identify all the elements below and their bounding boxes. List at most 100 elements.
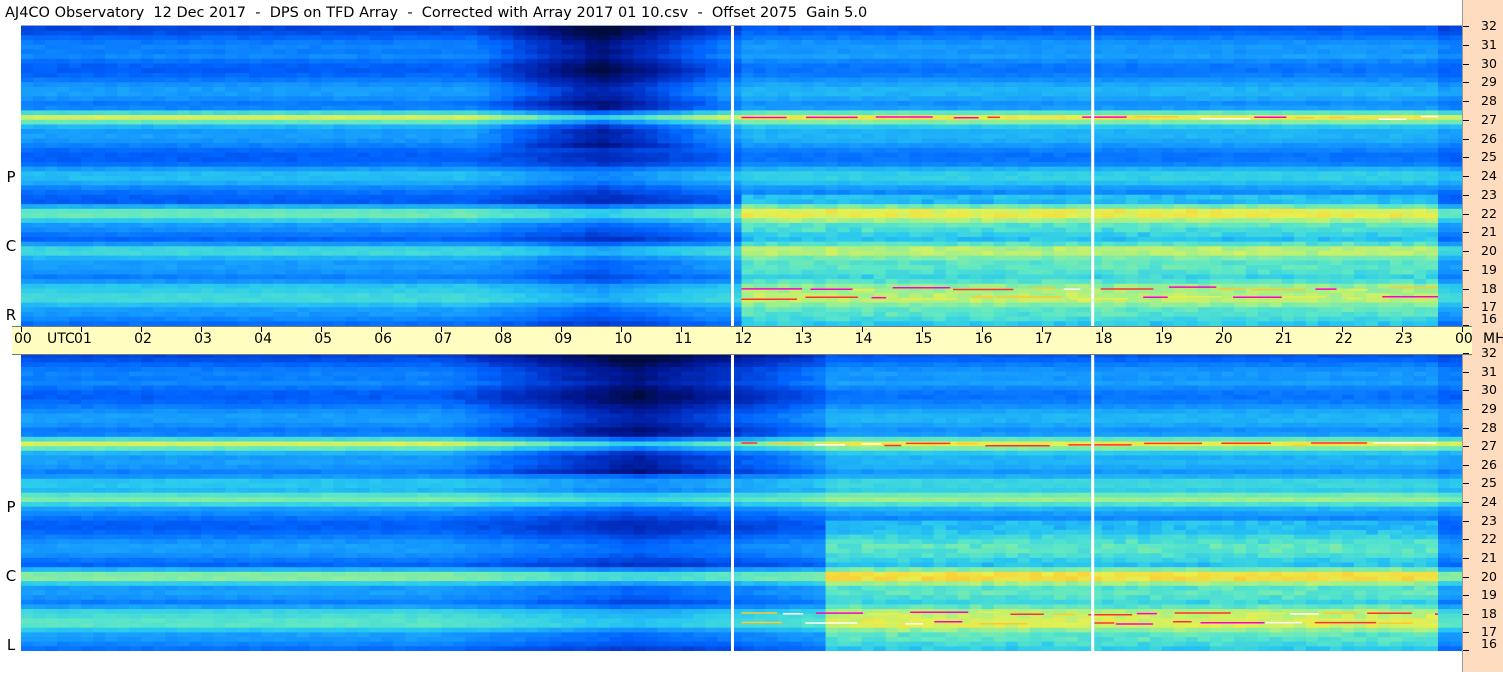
spectrogram-cell	[957, 180, 971, 186]
spectrogram-cell	[33, 208, 46, 215]
spectrogram-cell	[549, 86, 562, 93]
spectrogram-cell	[1329, 129, 1343, 135]
spectrogram-cell	[717, 35, 731, 41]
spectrogram-cell	[1341, 63, 1355, 69]
spectrogram-cell	[1425, 110, 1439, 116]
spectrogram-cell	[909, 152, 923, 158]
spectrogram-cell	[681, 105, 695, 111]
spectrogram-cell	[1173, 161, 1187, 168]
spectrogram-cell	[261, 185, 274, 191]
spectrogram-cell	[753, 166, 767, 172]
spectrogram-cell	[333, 72, 346, 79]
spectrogram-cell	[285, 218, 298, 224]
spectrogram-cell	[729, 40, 743, 46]
spectrogram-cell	[1449, 161, 1462, 168]
spectrogram-cell	[285, 204, 298, 210]
spectrogram-cell	[117, 147, 130, 154]
spectrogram-cell	[1365, 180, 1379, 186]
spectrogram-cell	[81, 157, 94, 163]
spectrogram-cell	[1197, 185, 1211, 191]
spectrogram-cell	[321, 49, 334, 55]
spectrogram-cell	[1149, 26, 1163, 32]
spectrogram-cell	[681, 91, 695, 97]
spectrogram-cell	[681, 77, 695, 83]
spectrogram-cell	[33, 147, 46, 154]
spectrogram-cell	[753, 105, 767, 111]
spectrogram-cell	[801, 204, 815, 210]
spectrogram-cell	[1149, 208, 1163, 215]
spectrogram-cell	[1329, 124, 1343, 130]
spectrogram-cell	[441, 35, 454, 41]
spectrogram-cell	[285, 40, 298, 46]
spectrogram-cell	[1185, 180, 1199, 186]
spectrogram-cell	[561, 190, 574, 196]
spectrogram-cell	[1269, 105, 1283, 111]
spectrogram-cell	[1389, 161, 1403, 168]
spectrogram-cell	[429, 105, 442, 111]
spectrogram-cell	[645, 77, 659, 83]
spectrogram-cell	[1449, 44, 1462, 51]
spectrogram-cell	[741, 143, 755, 149]
spectrogram-cell	[1245, 157, 1259, 163]
spectrogram-cell	[1173, 49, 1187, 55]
spectrogram-cell	[1161, 86, 1175, 93]
spectrogram-cell	[1245, 40, 1259, 46]
spectrogram-cell	[741, 68, 755, 74]
spectrogram-cell	[1221, 101, 1235, 107]
spectrogram-cell	[93, 58, 106, 65]
spectrogram-cell	[1185, 40, 1199, 46]
spectrogram-cell	[693, 119, 707, 126]
spectrogram-cell	[333, 166, 346, 172]
spectrogram-cell	[1257, 199, 1271, 205]
spectrogram-cell	[1161, 82, 1175, 88]
spectrogram-cell	[177, 185, 190, 191]
spectrogram-cell	[297, 194, 310, 201]
spectrogram-cell	[405, 30, 418, 36]
spectrogram-cell	[177, 161, 190, 168]
spectrogram-cell	[1317, 124, 1331, 130]
spectrogram-cell	[117, 72, 130, 79]
spectrogram-cell	[153, 180, 166, 186]
spectrogram-cell	[165, 138, 178, 144]
spectrogram-cell	[345, 63, 358, 69]
spectrogram-cell	[477, 204, 490, 210]
spectrogram-cell	[837, 101, 851, 107]
spectrogram-cell	[633, 133, 647, 140]
spectrogram-cell	[609, 124, 623, 130]
spectrogram-cell	[765, 161, 779, 168]
spectrogram-cell	[825, 58, 839, 65]
spectrogram-cell	[297, 110, 310, 116]
spectrogram-cell	[645, 185, 659, 191]
spectrogram-cell	[345, 147, 358, 154]
spectrogram-cell	[417, 54, 430, 60]
spectrogram-cell	[765, 40, 779, 46]
spectrogram-cell	[1137, 147, 1151, 154]
spectrogram-cell	[573, 176, 586, 182]
spectrogram-cell	[909, 91, 923, 97]
spectrogram-cell	[381, 166, 394, 172]
spectrogram-cell	[321, 82, 334, 88]
spectrogram-cell	[753, 63, 767, 69]
spectrogram-cell	[813, 133, 827, 140]
spectrogram-cell	[609, 115, 623, 121]
spectrogram-cell	[537, 166, 550, 172]
spectrogram-cell	[1089, 86, 1103, 93]
spectrogram-cell	[1197, 110, 1211, 116]
spectrogram-cell	[633, 152, 647, 158]
spectrogram-cell	[1317, 166, 1331, 172]
spectrogram-cell	[537, 40, 550, 46]
spectrogram-cell	[1341, 49, 1355, 55]
spectrogram-cell	[57, 185, 70, 191]
spectrogram-cell	[1005, 35, 1019, 41]
spectrogram-cell	[1221, 26, 1235, 32]
spectrogram-cell	[729, 133, 743, 140]
spectrogram-cell	[501, 185, 514, 191]
spectrogram-cell	[1137, 26, 1151, 32]
spectrogram-cell	[969, 58, 983, 65]
spectrogram-cell	[1233, 82, 1247, 88]
spectrogram-cell	[957, 129, 971, 135]
spectrogram-cell	[933, 208, 947, 215]
spectrogram-cell	[729, 82, 743, 88]
spectrogram-cell	[1149, 194, 1163, 201]
spectrogram-cell	[165, 30, 178, 36]
